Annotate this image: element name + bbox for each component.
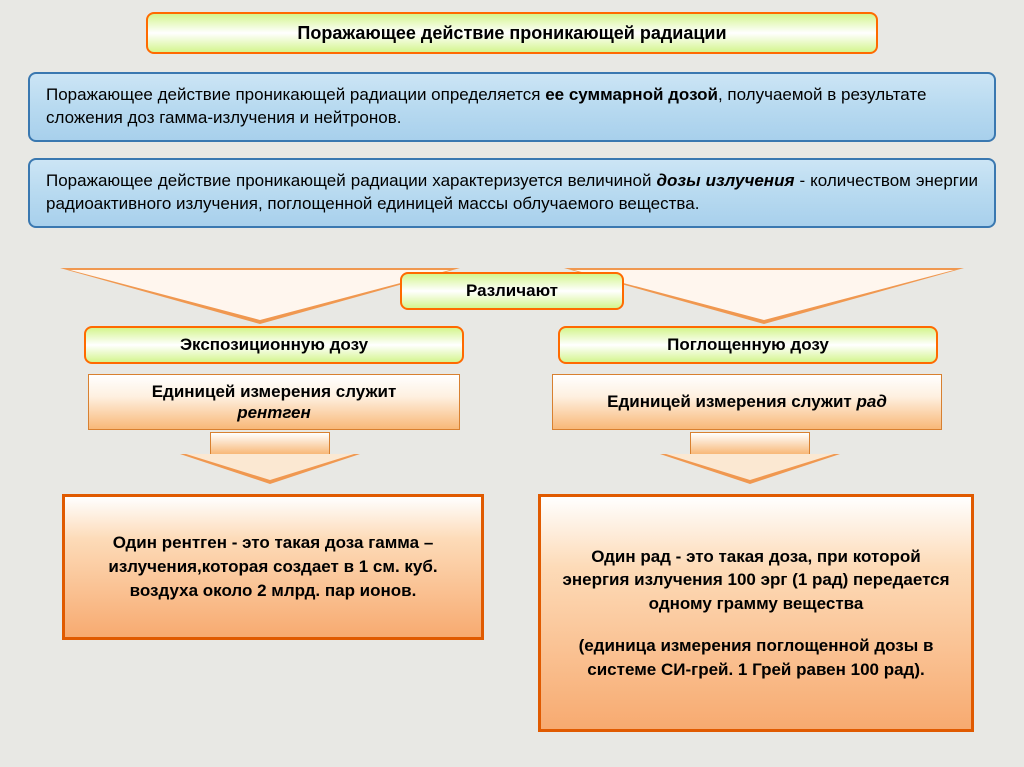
page-title: Поражающее действие проникающей радиации [146,12,878,54]
unit-roentgen-box: Единицей измерения служит рентген [88,374,460,430]
text-fragment: Поражающее действие проникающей радиации… [46,85,545,104]
arrow-down-right-inner [574,270,954,320]
absorbed-dose-label: Поглощенную дозу [558,326,938,364]
text-bold-italic: дозы излучения [657,171,795,190]
summary-dose-box: Поражающее действие проникающей радиации… [28,72,996,142]
rad-definition-p1: Один рад - это такая доза, при которой э… [559,545,953,616]
exposure-dose-label: Экспозиционную дозу [84,326,464,364]
text-fragment: Поражающее действие проникающей радиации… [46,171,657,190]
distinguish-label: Различают [400,272,624,310]
unit-right-prefix: Единицей измерения служит [607,392,856,411]
roentgen-definition-box: Один рентген - это такая доза гамма –изл… [62,494,484,640]
dose-definition-box: Поражающее действие проникающей радиации… [28,158,996,228]
roentgen-definition-text: Один рентген - это такая доза гамма –изл… [83,531,463,602]
text-bold: ее суммарной дозой [545,85,718,104]
unit-right-italic: рад [856,392,886,411]
unit-rad-box: Единицей измерения служит рад [552,374,942,430]
unit-left-line2: рентген [99,402,449,423]
arrow-down-left-inner [70,270,450,320]
rad-definition-p2: (единица измерения поглощенной дозы в си… [559,634,953,682]
rad-definition-box: Один рад - это такая доза, при которой э… [538,494,974,732]
unit-left-line1: Единицей измерения служит [99,381,449,402]
